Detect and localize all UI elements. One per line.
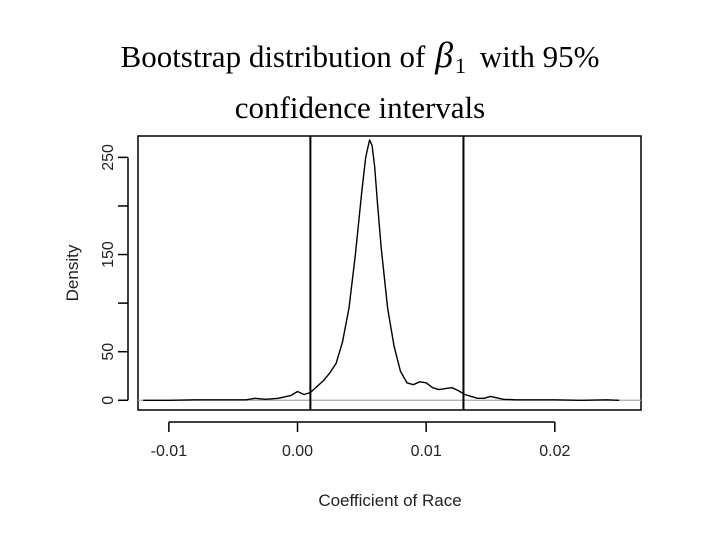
y-tick-label: 0 — [100, 396, 117, 405]
y-tick-label: 250 — [100, 144, 117, 171]
chart-title: Bootstrap distribution of β1 with 95% co… — [0, 34, 720, 129]
beta-symbol: β — [435, 35, 454, 75]
density-curve-0 — [143, 139, 620, 401]
title-line-1: Bootstrap distribution of β1 with 95% — [0, 34, 720, 87]
y-tick-label: 150 — [100, 241, 117, 268]
plot-frame — [137, 135, 642, 411]
title-line-2: confidence intervals — [234, 90, 486, 125]
x-tick-label: 0.00 — [282, 443, 313, 460]
x-axis-label: Coefficient of Race — [318, 491, 461, 510]
beta-subscript: 1 — [455, 53, 467, 78]
y-tick-label: 50 — [100, 343, 117, 361]
title-part-2: with 95% — [479, 39, 600, 74]
x-tick-label: -0.01 — [151, 443, 188, 460]
x-tick-label: 0.01 — [411, 443, 442, 460]
y-axis-label: Density — [63, 244, 82, 301]
title-part-1: Bootstrap distribution of — [120, 39, 426, 74]
x-tick-label: 0.02 — [539, 443, 570, 460]
